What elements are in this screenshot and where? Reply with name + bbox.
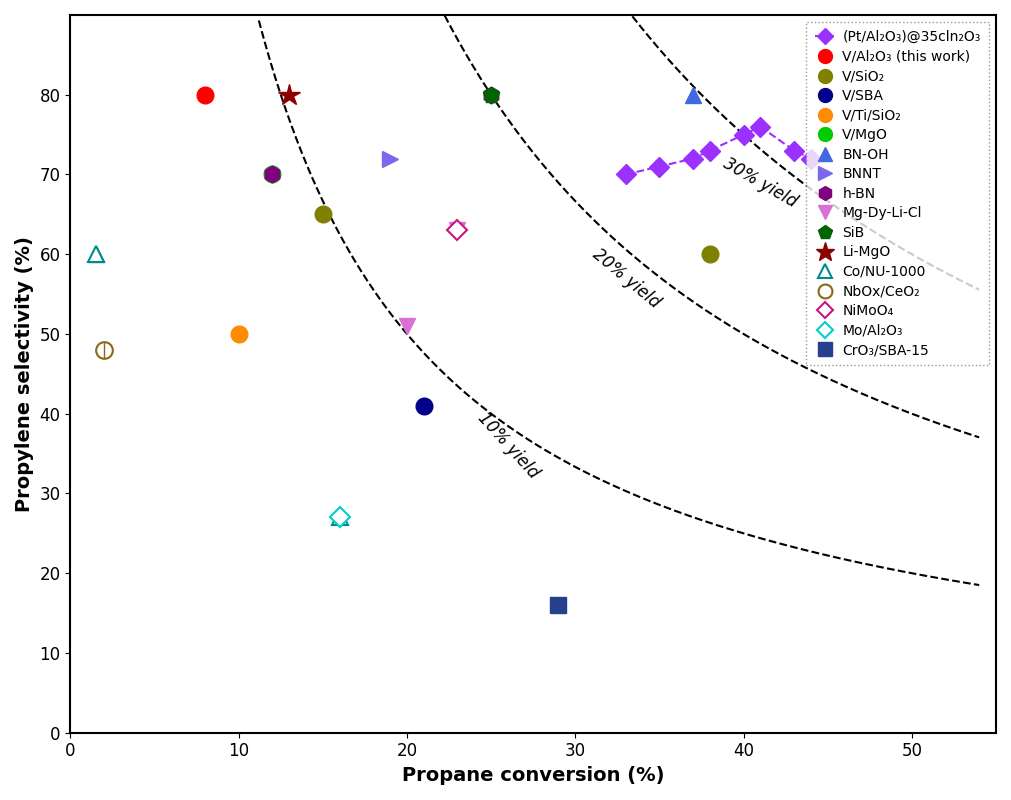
Text: 20% yield: 20% yield bbox=[588, 245, 663, 311]
Legend: (Pt/Al₂O₃)@35cln₂O₃, V/Al₂O₃ (this work), V/SiO₂, V/SBA, V/Ti/SiO₂, V/MgO, BN-OH: (Pt/Al₂O₃)@35cln₂O₃, V/Al₂O₃ (this work)… bbox=[806, 22, 989, 366]
Y-axis label: Propylene selectivity (%): Propylene selectivity (%) bbox=[15, 236, 34, 512]
Text: 10% yield: 10% yield bbox=[474, 409, 542, 482]
X-axis label: Propane conversion (%): Propane conversion (%) bbox=[402, 766, 664, 785]
Text: 30% yield: 30% yield bbox=[720, 154, 801, 210]
